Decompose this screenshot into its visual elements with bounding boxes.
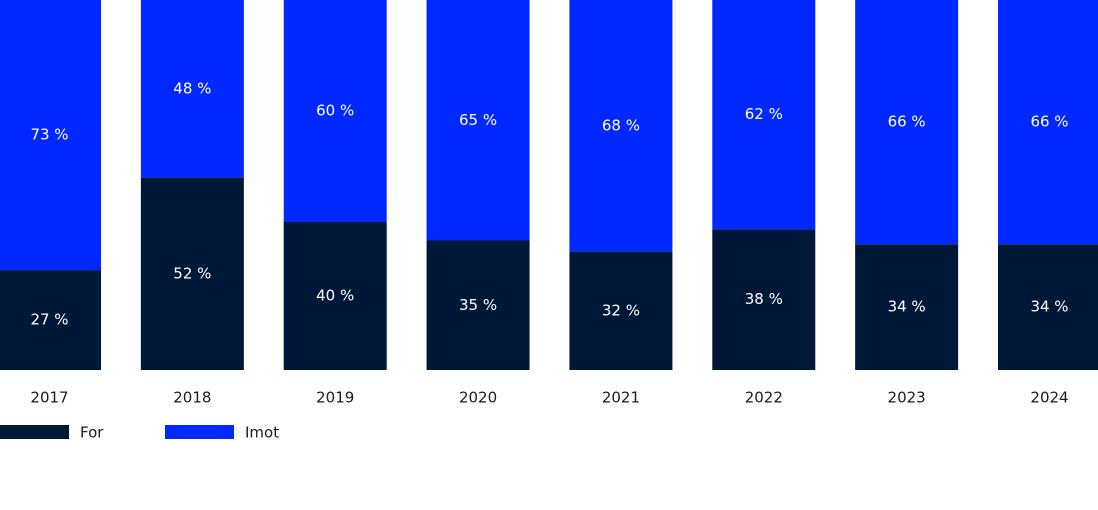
bar-value-label-for-2023: 34 % — [888, 298, 926, 316]
bar-imot-2021 — [569, 0, 673, 252]
bar-imot-2019 — [283, 0, 387, 222]
bars-group — [0, 0, 1098, 370]
bar-value-label-imot-2021: 68 % — [602, 116, 640, 134]
legend-swatch-imot — [165, 425, 234, 439]
bar-value-label-imot-2023: 66 % — [888, 113, 926, 131]
legend-label-imot: Imot — [245, 424, 279, 442]
bar-value-label-for-2021: 32 % — [602, 301, 640, 319]
bar-imot-2018 — [140, 0, 244, 178]
bar-for-2018 — [140, 177, 244, 370]
x-tick-label-2021: 2021 — [602, 389, 640, 407]
bar-imot-2020 — [426, 0, 530, 241]
x-tick-label-2018: 2018 — [173, 389, 211, 407]
bar-for-2019 — [283, 222, 387, 370]
legend-label-for: For — [80, 424, 104, 442]
bar-imot-2024 — [998, 0, 1098, 245]
bar-value-label-for-2024: 34 % — [1030, 298, 1068, 316]
bar-imot-2022 — [712, 0, 816, 230]
bar-for-2022 — [712, 229, 816, 370]
bar-labels-group: 27 % 73 % 52 % 48 % 40 % 60 % 35 % 65 % 32 % 68 %… — [30, 79, 1068, 328]
bar-for-2020 — [426, 240, 530, 370]
bar-imot-2017 — [0, 0, 101, 271]
legend-swatch-for — [0, 425, 69, 439]
x-tick-label-2020: 2020 — [459, 389, 497, 407]
x-tick-label-2022: 2022 — [745, 389, 783, 407]
bar-value-label-imot-2019: 60 % — [316, 102, 354, 120]
x-axis-ticks: 2017 2018 2019 2020 2021 2022 2023 2024 — [30, 389, 1068, 407]
bar-imot-2023 — [855, 0, 959, 245]
bar-for-2021 — [569, 251, 673, 370]
bar-value-label-imot-2022: 62 % — [745, 105, 783, 123]
bar-for-2023 — [855, 244, 959, 370]
bar-value-label-imot-2020: 65 % — [459, 111, 497, 129]
bar-for-2017 — [0, 270, 101, 370]
bar-value-label-imot-2024: 66 % — [1030, 113, 1068, 131]
bar-value-label-for-2017: 27 % — [30, 311, 68, 329]
bar-value-label-for-2022: 38 % — [745, 290, 783, 308]
bar-value-label-imot-2017: 73 % — [30, 126, 68, 144]
x-tick-label-2024: 2024 — [1030, 389, 1068, 407]
x-tick-label-2019: 2019 — [316, 389, 354, 407]
bar-value-label-for-2019: 40 % — [316, 287, 354, 305]
bar-for-2024 — [998, 244, 1098, 370]
legend: For Imot — [0, 424, 279, 442]
x-tick-label-2023: 2023 — [888, 389, 926, 407]
bar-value-label-for-2020: 35 % — [459, 296, 497, 314]
bar-value-label-imot-2018: 48 % — [173, 79, 211, 97]
bar-value-label-for-2018: 52 % — [173, 264, 211, 282]
x-tick-label-2017: 2017 — [30, 389, 68, 407]
